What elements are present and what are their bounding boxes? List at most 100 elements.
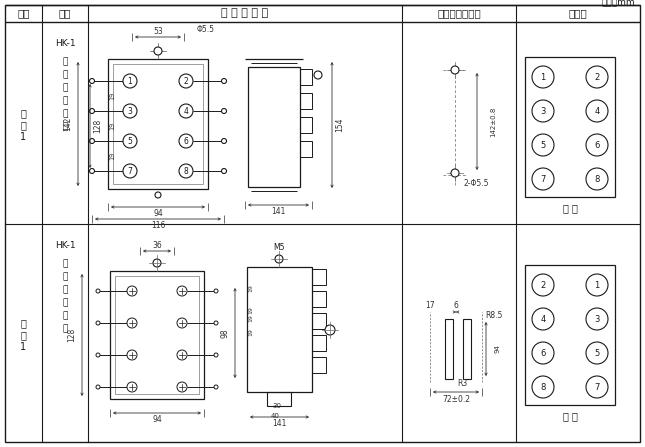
Text: 图号: 图号 xyxy=(17,8,30,18)
Text: 36: 36 xyxy=(152,240,162,249)
Text: 94: 94 xyxy=(152,414,162,423)
Text: 40: 40 xyxy=(270,413,279,419)
Text: 128: 128 xyxy=(68,328,77,342)
Text: 19: 19 xyxy=(248,306,253,314)
Text: 19: 19 xyxy=(248,284,253,292)
Text: 4: 4 xyxy=(541,315,546,324)
Circle shape xyxy=(451,66,459,74)
Circle shape xyxy=(179,164,193,178)
Text: 前: 前 xyxy=(63,97,68,105)
Circle shape xyxy=(96,385,100,389)
Circle shape xyxy=(96,321,100,325)
Circle shape xyxy=(153,259,161,267)
Text: 凸: 凸 xyxy=(63,58,68,67)
Text: 线: 线 xyxy=(63,122,68,131)
Circle shape xyxy=(586,274,608,296)
Bar xyxy=(312,291,326,307)
Text: 19: 19 xyxy=(109,92,115,100)
Circle shape xyxy=(123,164,137,178)
Text: 外 形 尺 寸 图: 外 形 尺 寸 图 xyxy=(221,8,268,18)
Circle shape xyxy=(155,192,161,198)
Circle shape xyxy=(221,139,226,143)
Text: 安装开孔尺寸图: 安装开孔尺寸图 xyxy=(437,8,481,18)
Circle shape xyxy=(90,109,95,114)
Circle shape xyxy=(127,382,137,392)
Text: 式: 式 xyxy=(63,286,68,295)
Text: 19: 19 xyxy=(109,122,115,130)
Text: 2-Φ5.5: 2-Φ5.5 xyxy=(463,178,488,187)
Circle shape xyxy=(532,274,554,296)
Circle shape xyxy=(325,325,335,335)
Text: 式: 式 xyxy=(63,84,68,93)
Circle shape xyxy=(532,168,554,190)
Bar xyxy=(463,319,471,379)
Circle shape xyxy=(221,79,226,84)
Circle shape xyxy=(586,100,608,122)
Text: 后: 后 xyxy=(63,299,68,308)
Text: 1: 1 xyxy=(595,281,600,290)
Text: 8: 8 xyxy=(594,174,600,184)
Bar xyxy=(312,313,326,329)
Text: 53: 53 xyxy=(153,26,163,35)
Circle shape xyxy=(221,169,226,173)
Text: 6: 6 xyxy=(184,136,188,146)
Text: 94: 94 xyxy=(153,208,163,218)
Text: 1: 1 xyxy=(128,76,132,85)
Circle shape xyxy=(154,47,162,55)
Text: HK-1: HK-1 xyxy=(55,241,75,250)
Text: 凸: 凸 xyxy=(63,260,68,269)
Text: 接: 接 xyxy=(63,110,68,118)
Text: 6: 6 xyxy=(541,349,546,358)
Text: 8: 8 xyxy=(541,383,546,392)
Circle shape xyxy=(177,382,187,392)
Text: 19: 19 xyxy=(248,314,253,322)
Text: 141: 141 xyxy=(272,207,286,215)
Bar xyxy=(110,271,204,399)
Circle shape xyxy=(177,286,187,296)
Bar xyxy=(267,392,291,406)
Text: 17: 17 xyxy=(425,301,435,311)
Text: 出: 出 xyxy=(63,273,68,282)
Circle shape xyxy=(214,353,218,357)
Text: 128: 128 xyxy=(94,119,103,133)
Text: 1: 1 xyxy=(541,72,546,81)
Text: 7: 7 xyxy=(541,174,546,184)
Bar xyxy=(248,67,300,187)
Circle shape xyxy=(127,318,137,328)
Bar xyxy=(525,265,615,405)
Text: 7: 7 xyxy=(594,383,600,392)
Circle shape xyxy=(177,318,187,328)
Circle shape xyxy=(314,71,322,79)
Text: 出: 出 xyxy=(63,71,68,80)
Text: 附: 附 xyxy=(21,318,26,328)
Text: 5: 5 xyxy=(128,136,132,146)
Circle shape xyxy=(123,74,137,88)
Circle shape xyxy=(177,350,187,360)
Circle shape xyxy=(221,109,226,114)
Text: 图: 图 xyxy=(21,120,26,130)
Text: M5: M5 xyxy=(273,243,284,252)
Text: 4: 4 xyxy=(184,106,188,115)
Text: 142±0.8: 142±0.8 xyxy=(490,106,496,137)
Text: 154: 154 xyxy=(335,118,344,132)
Circle shape xyxy=(179,74,193,88)
Circle shape xyxy=(532,134,554,156)
Text: 94: 94 xyxy=(495,345,501,354)
Circle shape xyxy=(586,134,608,156)
Circle shape xyxy=(532,342,554,364)
Text: 接: 接 xyxy=(63,312,68,320)
Text: 线: 线 xyxy=(63,325,68,333)
Bar xyxy=(445,319,453,379)
Text: 8: 8 xyxy=(184,166,188,176)
Circle shape xyxy=(532,376,554,398)
Text: 3: 3 xyxy=(541,106,546,115)
Text: 142: 142 xyxy=(63,117,72,131)
Text: R3: R3 xyxy=(457,379,467,388)
Text: 30: 30 xyxy=(272,403,281,409)
Text: 3: 3 xyxy=(128,106,132,115)
Bar xyxy=(113,64,203,184)
Circle shape xyxy=(123,104,137,118)
Text: 端子图: 端子图 xyxy=(569,8,588,18)
Text: 3: 3 xyxy=(594,315,600,324)
Bar xyxy=(108,59,208,189)
